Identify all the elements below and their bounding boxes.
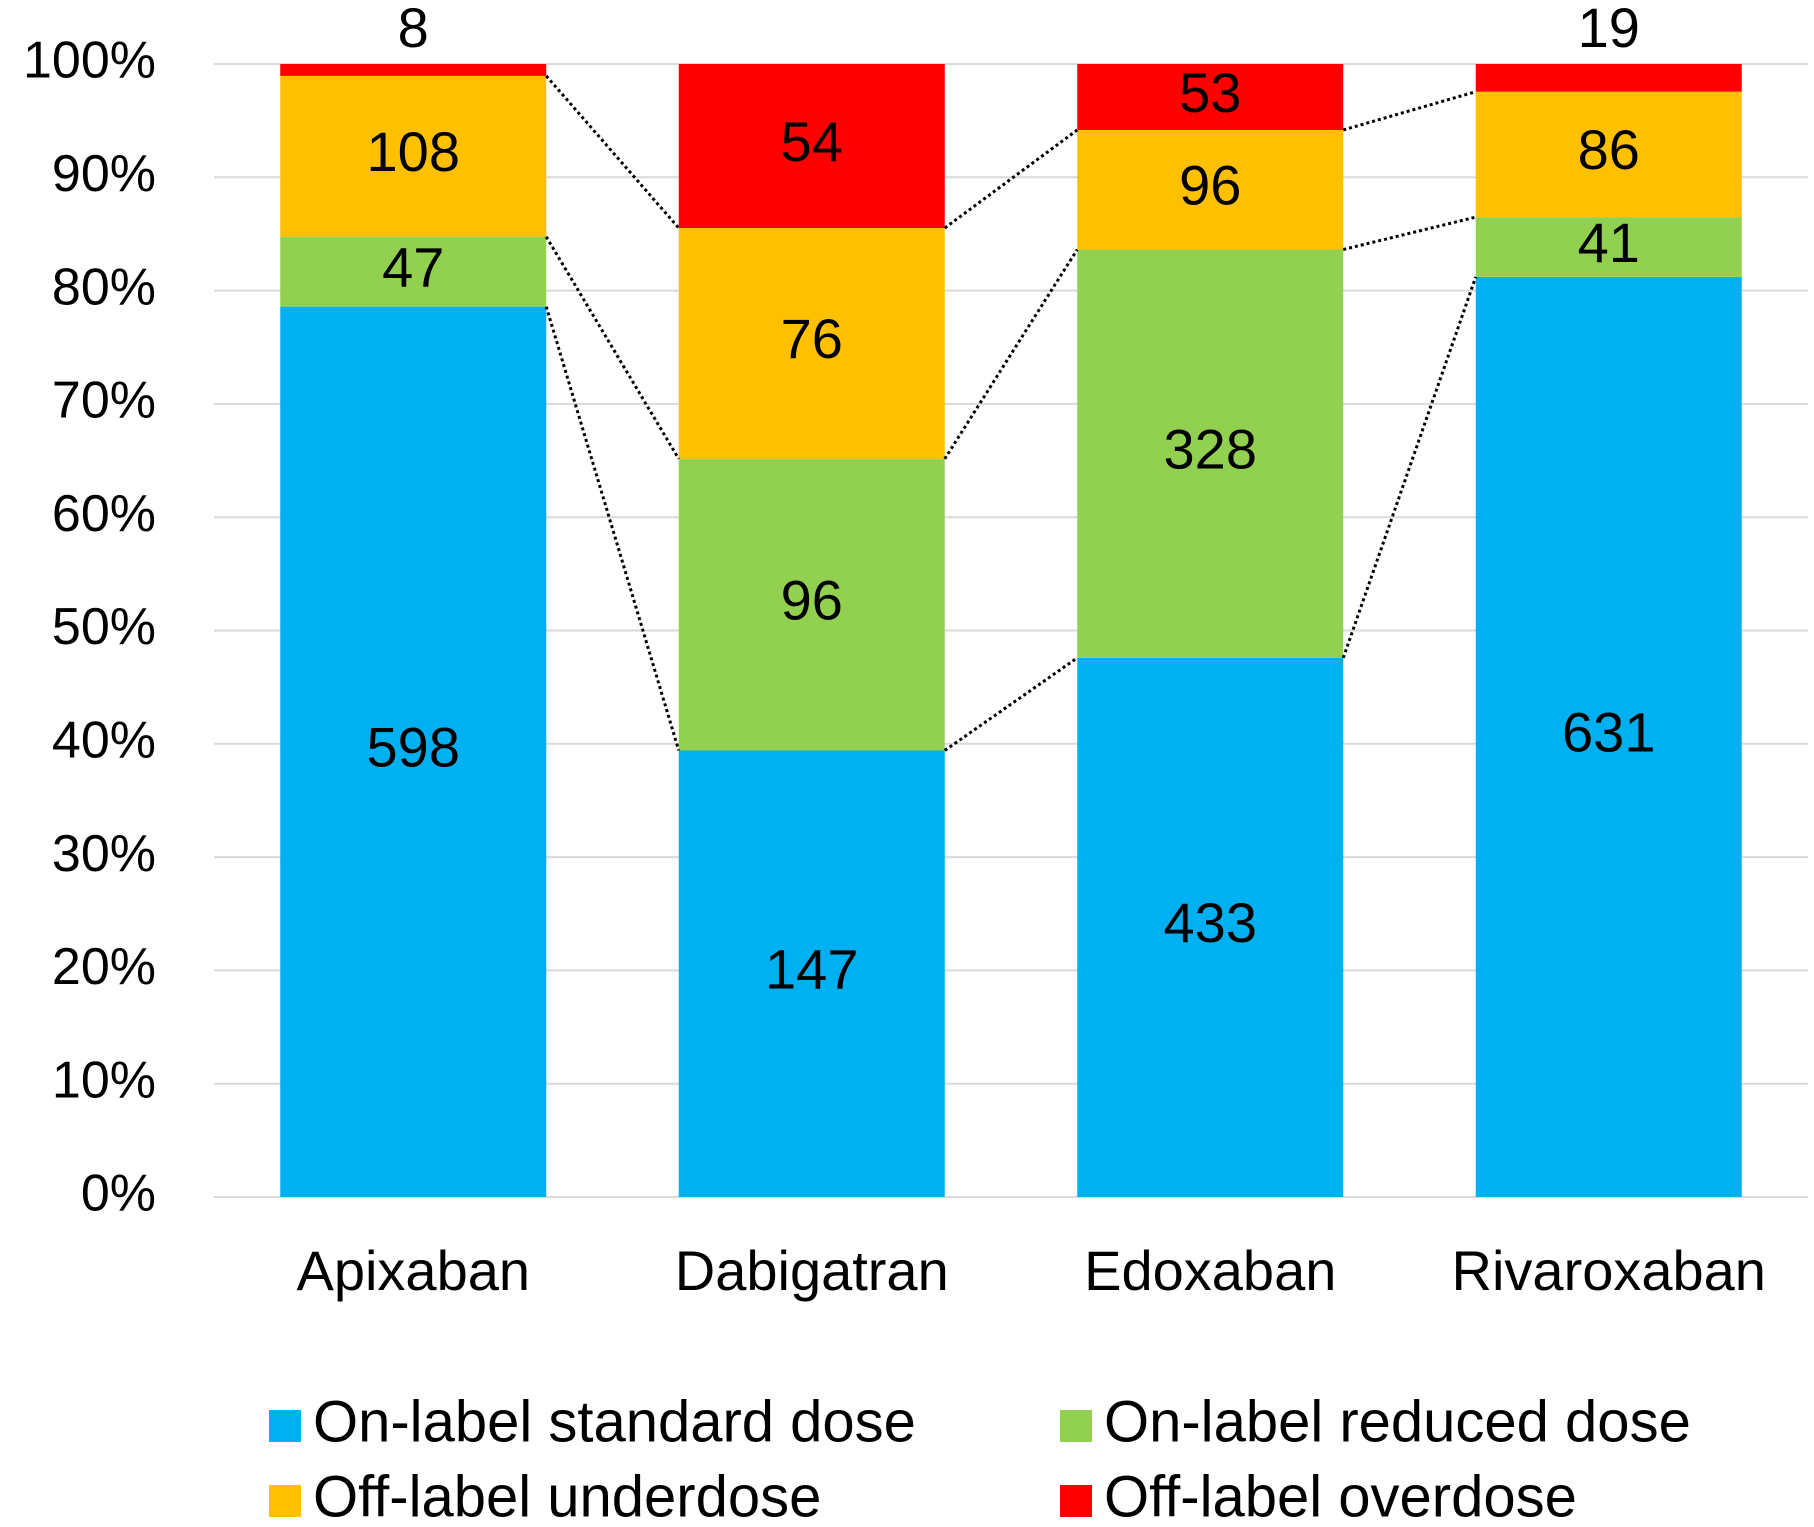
bar-segment [1475, 64, 1742, 92]
bar-segment [1475, 217, 1742, 277]
bar-segment [280, 306, 547, 1197]
bar-segment [1475, 276, 1742, 1197]
data-label: 108 [367, 120, 460, 183]
data-label: 147 [765, 938, 858, 1001]
x-tick-label: Dabigatran [675, 1239, 949, 1302]
bar-segment [678, 458, 945, 751]
y-tick-label: 0% [81, 1165, 156, 1223]
series-line [943, 128, 1079, 230]
legend-swatch [1060, 1410, 1092, 1442]
y-tick-label: 60% [52, 485, 156, 543]
y-tick-label: 50% [52, 598, 156, 656]
data-label: 53 [1179, 61, 1241, 124]
bar-segment [1077, 129, 1344, 250]
series-line [1342, 215, 1477, 251]
data-label: 76 [781, 307, 843, 370]
series-line [943, 656, 1079, 752]
legend-label: Off-label overdose [1104, 1464, 1577, 1527]
x-tick-label: Rivaroxaban [1452, 1239, 1766, 1302]
data-label: 598 [367, 716, 460, 779]
data-label: 433 [1164, 891, 1257, 954]
data-label: 8 [398, 0, 429, 59]
legend-label: Off-label underdose [313, 1464, 821, 1527]
y-tick-label: 90% [52, 145, 156, 203]
data-label: 328 [1164, 417, 1257, 480]
bar-segment [678, 750, 945, 1197]
data-label: 47 [382, 235, 444, 298]
legend-label: On-label standard dose [313, 1389, 916, 1454]
series-line [1342, 90, 1477, 132]
y-tick-label: 30% [52, 825, 156, 883]
series-line [1341, 276, 1478, 659]
data-label: 54 [781, 110, 843, 173]
x-tick-label: Apixaban [296, 1239, 530, 1302]
bar-segment [280, 236, 547, 307]
series-line [544, 235, 681, 460]
bar-segment [280, 64, 547, 76]
legend-swatch [269, 1410, 301, 1442]
bar-segment [678, 64, 945, 229]
data-label: 86 [1578, 118, 1640, 181]
legend-label: On-label reduced dose [1104, 1389, 1691, 1454]
y-tick-label: 40% [52, 712, 156, 770]
series-line [545, 74, 680, 230]
series-line [943, 248, 1079, 460]
series-line [544, 306, 681, 751]
legend-swatch [1060, 1485, 1092, 1517]
bar-segment [678, 228, 945, 459]
bar-segment [1077, 64, 1344, 130]
y-tick-label: 10% [52, 1051, 156, 1109]
y-tick-label: 20% [52, 938, 156, 996]
legend-swatch [269, 1485, 301, 1517]
y-tick-label: 70% [52, 372, 156, 430]
y-tick-label: 80% [52, 258, 156, 316]
bar-segment [1475, 91, 1742, 218]
x-tick-label: Edoxaban [1084, 1239, 1336, 1302]
data-label: 19 [1578, 0, 1640, 59]
y-tick-label: 100% [23, 32, 156, 90]
data-label: 631 [1562, 701, 1655, 764]
bar-segment [1077, 249, 1344, 658]
data-label: 41 [1578, 211, 1640, 274]
data-label: 96 [781, 568, 843, 631]
bar-segment [1077, 657, 1344, 1197]
bar-segment [280, 75, 547, 237]
data-label: 96 [1179, 154, 1241, 217]
